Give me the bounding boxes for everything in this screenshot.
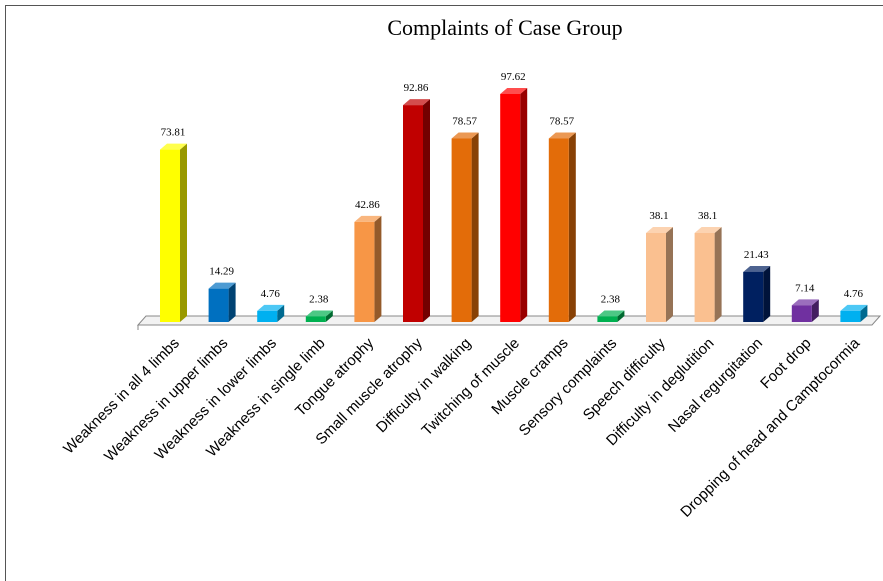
bar-top	[840, 304, 868, 311]
bar-side	[811, 299, 819, 322]
bar-side	[666, 227, 673, 322]
value-label: 97.62	[501, 71, 526, 83]
bar-top	[597, 310, 625, 317]
bar	[208, 288, 229, 322]
bar	[694, 233, 715, 322]
value-label: 78.57	[452, 115, 477, 127]
bar	[160, 149, 180, 322]
bar-top	[694, 227, 722, 234]
bar-side	[763, 265, 771, 322]
bar-side	[568, 132, 576, 322]
bar	[500, 94, 521, 322]
bar-top	[257, 304, 285, 311]
bar-side	[325, 310, 333, 322]
bar-top	[548, 132, 576, 139]
value-label: 38.1	[649, 210, 668, 222]
value-label: 92.86	[404, 82, 429, 94]
value-label: 4.76	[261, 288, 281, 300]
bar-side	[860, 304, 868, 322]
bar-top	[305, 310, 333, 317]
bar	[451, 138, 472, 322]
bar	[403, 105, 423, 322]
bar-top	[403, 99, 430, 106]
bar-top	[500, 88, 528, 94]
bar	[840, 310, 861, 322]
value-label: 14.29	[209, 266, 234, 278]
value-label: 78.57	[549, 115, 574, 127]
bar-side	[277, 304, 285, 322]
value-label: 73.81	[161, 127, 186, 139]
bar	[597, 316, 618, 322]
value-label: 4.76	[844, 288, 864, 300]
bar-top	[160, 143, 187, 150]
bar-top	[791, 299, 819, 306]
value-label: 2.38	[601, 293, 621, 305]
value-label: 38.1	[698, 210, 717, 222]
bar-top	[354, 215, 382, 222]
bar-side	[520, 88, 528, 322]
bar	[354, 221, 375, 322]
bar	[791, 305, 812, 322]
bar-top	[743, 265, 771, 272]
bar	[743, 271, 764, 322]
value-label: 7.14	[795, 282, 815, 294]
chart-title: Complaints of Case Group	[387, 15, 622, 40]
bar-top	[451, 132, 479, 139]
bar	[646, 233, 666, 322]
bar-top	[208, 282, 236, 289]
value-label: 2.38	[309, 293, 329, 305]
bar-side	[471, 132, 479, 322]
bar-side	[228, 282, 236, 322]
bar-side	[180, 143, 187, 322]
frame	[5, 5, 883, 581]
value-label: 42.86	[355, 199, 380, 211]
bar-side	[617, 310, 625, 322]
bar	[257, 310, 278, 322]
bar	[548, 138, 569, 322]
value-label: 21.43	[744, 249, 769, 261]
bar	[305, 316, 326, 322]
bar-top	[646, 227, 673, 234]
bar-side	[374, 215, 382, 322]
bar-side	[714, 227, 722, 322]
bar-side	[423, 99, 430, 322]
